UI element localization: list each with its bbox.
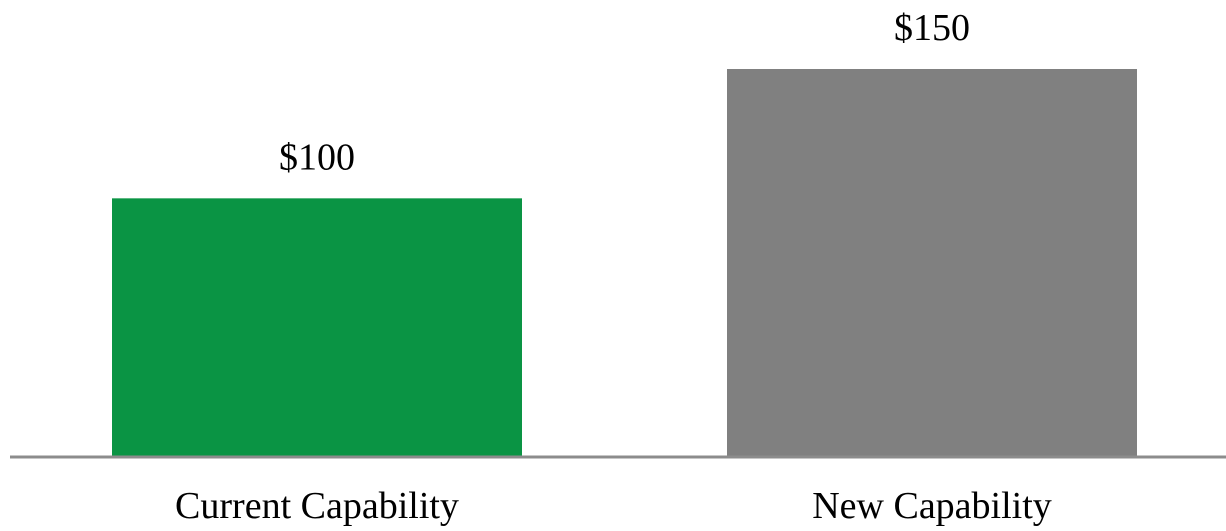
bars-group (112, 69, 1137, 458)
value-label-1: $100 (279, 136, 355, 178)
bar-1 (112, 198, 522, 458)
bar-2 (727, 69, 1137, 457)
value-label-2: $150 (894, 7, 970, 49)
category-label-2: New Capability (812, 485, 1052, 527)
value-labels-group: $100 $150 (279, 7, 970, 178)
category-labels-group: Current Capability New Capability (175, 485, 1052, 527)
category-label-1: Current Capability (175, 485, 459, 527)
